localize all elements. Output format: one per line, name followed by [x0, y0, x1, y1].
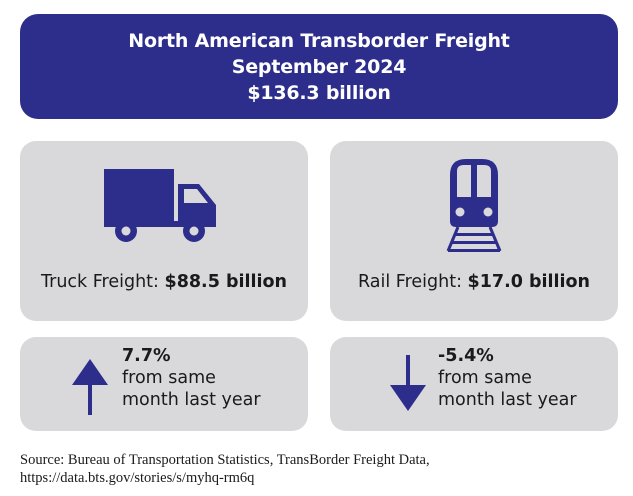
- arrow-down-icon: [390, 355, 426, 411]
- truck-change-desc-1: from same: [122, 368, 216, 388]
- header-period: September 2024: [231, 55, 407, 78]
- truck-change-desc-2: month last year: [122, 390, 261, 410]
- header-total: $136.3 billion: [247, 81, 391, 104]
- truck-change-card: 7.7% from same month last year: [20, 337, 308, 431]
- rail-change-desc-2: month last year: [438, 390, 577, 410]
- source-url: https://data.bts.gov/stories/s/myhq-rm6q: [20, 470, 255, 486]
- truck-change-text: 7.7% from same month last year: [122, 345, 261, 411]
- rail-freight-value: $17.0 billion: [467, 272, 590, 292]
- source-note: Source: Bureau of Transportation Statist…: [20, 451, 620, 487]
- source-line-1: Source: Bureau of Transportation Statist…: [20, 452, 430, 468]
- rail-change-card: -5.4% from same month last year: [330, 337, 618, 431]
- truck-freight-label: Truck Freight: $88.5 billion: [20, 272, 308, 292]
- rail-freight-label: Rail Freight: $17.0 billion: [330, 272, 618, 292]
- rail-change-desc-1: from same: [438, 368, 532, 388]
- truck-freight-card: Truck Freight: $88.5 billion: [20, 141, 308, 321]
- header-banner: North American Transborder Freight Septe…: [20, 14, 618, 119]
- train-icon: [446, 159, 502, 252]
- rail-change-text: -5.4% from same month last year: [438, 345, 577, 411]
- truck-freight-value: $88.5 billion: [164, 272, 287, 292]
- rail-label-text: Rail Freight:: [358, 272, 468, 292]
- header-title: North American Transborder Freight: [128, 29, 510, 52]
- truck-icon: [104, 169, 216, 242]
- rail-change-percent: -5.4%: [438, 346, 494, 366]
- rail-freight-card: Rail Freight: $17.0 billion: [330, 141, 618, 321]
- arrow-up-icon: [72, 359, 108, 415]
- truck-change-percent: 7.7%: [122, 346, 171, 366]
- truck-label-text: Truck Freight:: [41, 272, 165, 292]
